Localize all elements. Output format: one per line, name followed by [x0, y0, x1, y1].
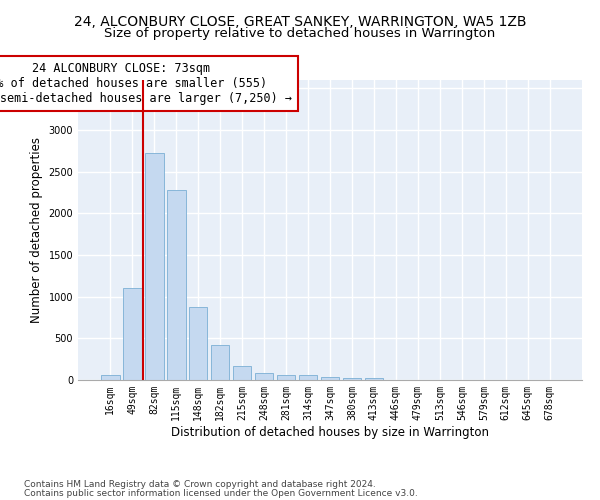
Bar	[343, 378, 361, 380]
Text: Contains public sector information licensed under the Open Government Licence v3: Contains public sector information licen…	[24, 488, 418, 498]
Bar	[299, 376, 317, 380]
X-axis label: Distribution of detached houses by size in Warrington: Distribution of detached houses by size …	[171, 426, 489, 438]
Bar	[365, 378, 383, 380]
Bar	[233, 366, 251, 380]
Bar	[211, 344, 229, 380]
Bar	[189, 306, 208, 380]
Text: Contains HM Land Registry data © Crown copyright and database right 2024.: Contains HM Land Registry data © Crown c…	[24, 480, 376, 489]
Bar	[123, 288, 142, 380]
Bar	[320, 377, 340, 380]
Text: 24 ALCONBURY CLOSE: 73sqm
← 7% of detached houses are smaller (555)
92% of semi-: 24 ALCONBURY CLOSE: 73sqm ← 7% of detach…	[0, 62, 292, 105]
Text: 24, ALCONBURY CLOSE, GREAT SANKEY, WARRINGTON, WA5 1ZB: 24, ALCONBURY CLOSE, GREAT SANKEY, WARRI…	[74, 15, 526, 29]
Bar	[145, 152, 164, 380]
Bar	[101, 376, 119, 380]
Bar	[167, 190, 185, 380]
Bar	[255, 372, 274, 380]
Bar	[277, 375, 295, 380]
Text: Size of property relative to detached houses in Warrington: Size of property relative to detached ho…	[104, 28, 496, 40]
Y-axis label: Number of detached properties: Number of detached properties	[30, 137, 43, 323]
